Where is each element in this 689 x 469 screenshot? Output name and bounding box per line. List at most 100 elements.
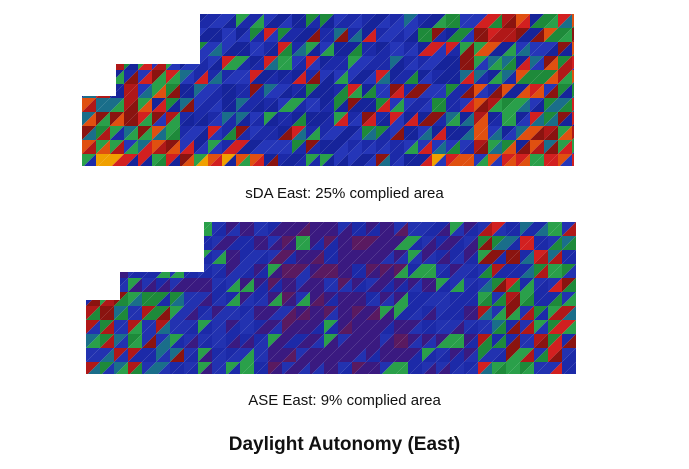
heatmap-cell — [530, 70, 544, 84]
heatmap-cell — [114, 236, 128, 250]
heatmap-cell — [324, 222, 338, 236]
heatmap-cell — [278, 84, 292, 98]
heatmap-cell — [534, 334, 548, 348]
heatmap-cell — [338, 334, 352, 348]
heatmap-cell — [278, 56, 292, 70]
heatmap-cell — [404, 140, 418, 154]
heatmap-cell — [236, 70, 250, 84]
heatmap-cell — [334, 42, 348, 56]
heatmap-cell — [100, 264, 114, 278]
heatmap-cell — [478, 306, 492, 320]
heatmap-cell — [114, 292, 128, 306]
heatmap-cell — [114, 348, 128, 362]
heatmap-cell — [348, 70, 362, 84]
heatmap-cell — [254, 236, 268, 250]
heatmap-cell — [520, 278, 534, 292]
heatmap-cell — [352, 362, 366, 374]
heatmap-cell — [166, 42, 180, 56]
heatmap-cell — [198, 278, 212, 292]
heatmap-cell — [348, 84, 362, 98]
heatmap-cell — [348, 28, 362, 42]
heatmap-cell — [516, 84, 530, 98]
heatmap-cell — [170, 348, 184, 362]
heatmap-cell — [324, 306, 338, 320]
heatmap-cell — [250, 112, 264, 126]
heatmap-cell — [432, 112, 446, 126]
heatmap-cell — [376, 112, 390, 126]
heatmap-cell — [152, 140, 166, 154]
heatmap-cell — [254, 348, 268, 362]
heatmap-cell — [226, 264, 240, 278]
heatmap-cell — [124, 28, 138, 42]
heatmap-cell — [110, 98, 124, 112]
heatmap-cell — [436, 264, 450, 278]
heatmap-cell — [366, 306, 380, 320]
heatmap-cell — [166, 84, 180, 98]
heatmap-cell — [408, 292, 422, 306]
heatmap-cell — [376, 42, 390, 56]
heatmap-cell — [562, 348, 576, 362]
heatmap-cell — [506, 264, 520, 278]
heatmap-cell — [348, 56, 362, 70]
heatmap-cell — [460, 28, 474, 42]
heatmap-cell — [184, 348, 198, 362]
sda-caption: sDA East: 25% complied area — [245, 185, 444, 202]
heatmap-cell — [572, 70, 574, 84]
heatmap-cell — [478, 250, 492, 264]
heatmap-cell — [352, 236, 366, 250]
heatmap-cell — [436, 362, 450, 374]
heatmap-cell — [82, 14, 96, 28]
heatmap-cell — [180, 98, 194, 112]
heatmap-cell — [432, 42, 446, 56]
heatmap-cell — [362, 98, 376, 112]
ase-caption: ASE East: 9% complied area — [248, 392, 441, 409]
heatmap-cell — [366, 236, 380, 250]
heatmap-cell — [110, 154, 124, 166]
heatmap-cell — [530, 56, 544, 70]
heatmap-cell — [310, 306, 324, 320]
heatmap-cell — [82, 42, 96, 56]
heatmap-cell — [418, 98, 432, 112]
heatmap-cell — [86, 236, 100, 250]
heatmap-cell — [110, 42, 124, 56]
heatmap-cell — [450, 320, 464, 334]
heatmap-cell — [124, 56, 138, 70]
heatmap-cell — [100, 334, 114, 348]
heatmap-cell — [390, 42, 404, 56]
heatmap-cell — [128, 292, 142, 306]
heatmap-cell — [572, 56, 574, 70]
heatmap-cell — [394, 362, 408, 374]
heatmap-cell — [250, 140, 264, 154]
heatmap-cell — [464, 306, 478, 320]
heatmap-cell — [460, 140, 474, 154]
heatmap-cell — [376, 140, 390, 154]
heatmap-cell — [460, 70, 474, 84]
heatmap-cell — [534, 222, 548, 236]
heatmap-cell — [170, 292, 184, 306]
heatmap-cell — [376, 14, 390, 28]
heatmap-cell — [296, 278, 310, 292]
heatmap-cell — [488, 112, 502, 126]
heatmap-cell — [436, 334, 450, 348]
heatmap-cell — [226, 278, 240, 292]
heatmap-cell — [506, 250, 520, 264]
heatmap-cell — [422, 250, 436, 264]
heatmap-cell — [296, 334, 310, 348]
heatmap-cell — [82, 126, 96, 140]
heatmap-cell — [180, 70, 194, 84]
heatmap-cell — [348, 112, 362, 126]
heatmap-cell — [86, 278, 100, 292]
heatmap-cell — [86, 222, 100, 236]
heatmap-cell — [170, 250, 184, 264]
heatmap-cell — [446, 70, 460, 84]
heatmap-cell — [184, 306, 198, 320]
heatmap-cell — [180, 28, 194, 42]
heatmap-cell — [352, 222, 366, 236]
heatmap-cell — [520, 264, 534, 278]
heatmap-cell — [394, 292, 408, 306]
heatmap-cell — [152, 154, 166, 166]
heatmap-cell — [138, 112, 152, 126]
heatmap-cell — [236, 98, 250, 112]
heatmap-cell — [184, 236, 198, 250]
heatmap-cell — [474, 42, 488, 56]
